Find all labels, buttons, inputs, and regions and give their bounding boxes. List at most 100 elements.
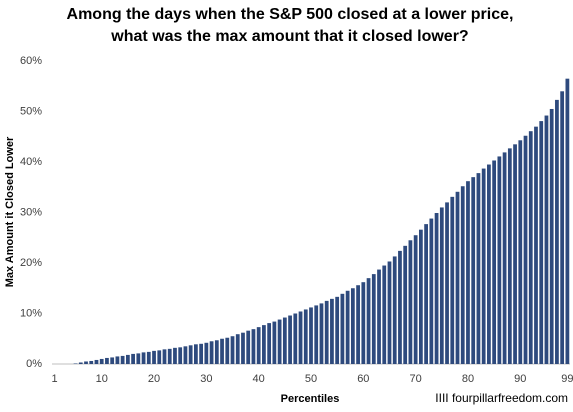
- bar: [356, 285, 360, 364]
- bar: [366, 278, 371, 364]
- y-tick-label: 60%: [20, 55, 42, 67]
- x-tick-label: 1: [52, 373, 58, 385]
- bar: [84, 361, 88, 364]
- bar: [309, 307, 313, 364]
- bar: [502, 152, 507, 364]
- bar: [277, 319, 282, 364]
- bar: [173, 347, 177, 364]
- bar: [199, 343, 204, 364]
- bar: [162, 349, 167, 364]
- x-tick-label: 99: [561, 373, 573, 385]
- x-tick-label: 30: [200, 373, 212, 385]
- bar: [403, 245, 408, 364]
- bar: [157, 350, 162, 364]
- bar: [413, 235, 418, 364]
- bar: [565, 78, 570, 365]
- bar: [392, 256, 397, 364]
- y-tick-label: 0%: [26, 358, 42, 370]
- bar: [94, 359, 99, 364]
- bar: [324, 300, 329, 364]
- bar: [194, 344, 198, 364]
- bar: [507, 148, 512, 364]
- chart-title: Among the days when the S&P 500 closed a…: [67, 6, 514, 23]
- bar: [241, 332, 245, 364]
- bar: [73, 363, 78, 364]
- bar: [120, 355, 125, 364]
- bar: [350, 288, 355, 364]
- bar: [476, 173, 481, 364]
- bar: [345, 290, 350, 364]
- x-tick-label: 60: [357, 373, 369, 385]
- bar: [152, 350, 156, 364]
- x-axis-title: Percentiles: [281, 393, 340, 405]
- bar: [434, 213, 439, 364]
- bar: [220, 338, 224, 364]
- bar: [141, 352, 146, 364]
- bar: [371, 274, 376, 364]
- bar: [115, 356, 120, 364]
- bar: [492, 160, 497, 364]
- bar: [303, 309, 308, 364]
- bar: [288, 315, 292, 364]
- bar: [235, 334, 240, 364]
- bar: [439, 207, 444, 364]
- bar: [246, 330, 251, 364]
- bar: [460, 186, 465, 364]
- bar: [293, 313, 298, 364]
- bar: [471, 177, 476, 364]
- bar: [377, 269, 381, 364]
- bar: [110, 357, 115, 364]
- bar: [450, 196, 455, 364]
- bar: [178, 347, 183, 364]
- bar: [466, 181, 470, 364]
- bar: [146, 351, 151, 364]
- bar: [188, 345, 193, 364]
- bar: [314, 305, 319, 364]
- bar: [560, 91, 565, 365]
- bar: [78, 362, 83, 364]
- y-axis-title: Max Amount it Closed Lower: [4, 136, 16, 287]
- bar: [251, 329, 256, 364]
- bar: [481, 168, 486, 364]
- bar: [523, 135, 528, 364]
- bar: [408, 240, 413, 364]
- bar: [424, 224, 428, 364]
- bar: [183, 346, 188, 364]
- bar: [361, 282, 366, 364]
- y-tick-label: 40%: [20, 156, 42, 168]
- x-tick-label: 80: [462, 373, 474, 385]
- bar: [382, 265, 387, 364]
- bar: [272, 321, 277, 364]
- x-tick-label: 40: [253, 373, 265, 385]
- bar: [262, 325, 266, 364]
- bar: [398, 250, 402, 364]
- bar: [487, 164, 491, 364]
- x-tick-label: 50: [305, 373, 317, 385]
- bar: [89, 360, 94, 364]
- y-tick-label: 30%: [20, 206, 42, 218]
- chart-title: what was the max amount that it closed l…: [110, 28, 468, 45]
- bar: [136, 353, 141, 364]
- bar: [105, 357, 109, 364]
- bar: [418, 229, 423, 364]
- y-tick-label: 20%: [20, 257, 42, 269]
- bar: [518, 140, 523, 364]
- x-tick-label: 70: [410, 373, 422, 385]
- bar: [387, 261, 392, 364]
- bar: [539, 121, 544, 364]
- y-tick-label: 50%: [20, 105, 42, 117]
- bar: [319, 303, 324, 364]
- bar: [330, 298, 334, 364]
- x-tick-label: 90: [514, 373, 526, 385]
- bar: [256, 327, 261, 364]
- bar: [225, 337, 230, 364]
- x-tick-label: 10: [96, 373, 108, 385]
- bar: [267, 323, 272, 364]
- bar: [209, 341, 214, 364]
- bar: [167, 348, 172, 364]
- bar: [282, 317, 287, 364]
- bar: [544, 115, 549, 364]
- bar: [534, 126, 538, 365]
- bar: [528, 131, 533, 364]
